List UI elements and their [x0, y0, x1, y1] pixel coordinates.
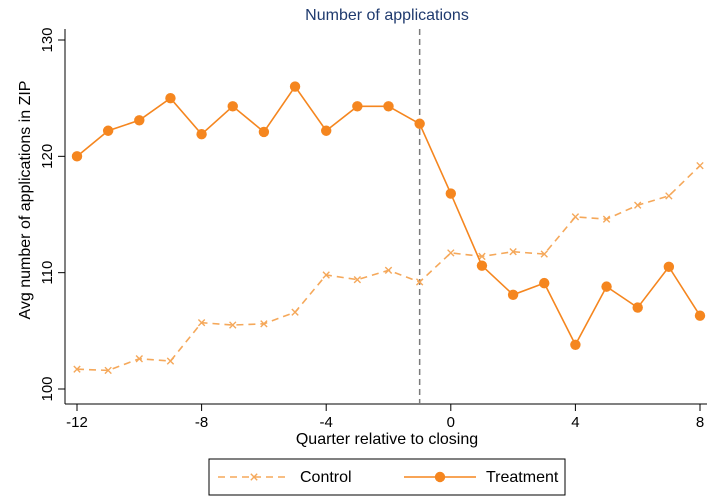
data-point [663, 261, 675, 273]
data-point [165, 92, 176, 104]
x-tick-label: -4 [320, 414, 333, 431]
data-point [632, 302, 643, 313]
data-point [540, 250, 548, 258]
data-point [447, 249, 455, 257]
x-axis-ticks: -12 -8 -4 0 4 8 [66, 404, 704, 431]
data-point [415, 278, 424, 286]
data-point [694, 310, 706, 321]
chart-title: Number of applications [305, 7, 469, 24]
y-tick-label: 130 [39, 27, 56, 52]
data-point [696, 161, 704, 170]
series-line [76, 85, 701, 347]
legend-swatch [404, 471, 476, 483]
legend: Control Treatment [208, 458, 566, 496]
data-point [478, 252, 486, 261]
data-point [134, 115, 145, 126]
legend-label: Control [300, 469, 352, 486]
data-point [509, 248, 517, 256]
legend-items: Control Treatment [218, 469, 559, 486]
x-tick-label: -8 [195, 414, 208, 431]
x-tick-label: 0 [447, 414, 455, 431]
data-point [353, 275, 362, 284]
data-point [321, 125, 332, 136]
data-point [384, 266, 393, 275]
data-point [352, 101, 363, 112]
data-point [601, 281, 612, 292]
y-tick-label: 100 [39, 376, 56, 401]
y-axis-label: Avg number of applications in ZIP [17, 81, 34, 320]
series-layer [71, 81, 706, 375]
series-line [76, 165, 701, 372]
data-point [476, 260, 488, 271]
data-point [73, 365, 81, 373]
data-point [197, 318, 206, 327]
data-point [260, 320, 268, 328]
x-tick-label: -12 [66, 414, 88, 431]
data-point [196, 129, 207, 140]
data-point [570, 339, 581, 350]
data-point [71, 151, 83, 162]
data-point [291, 308, 299, 316]
y-tick-label: 110 [39, 261, 56, 285]
x-axis-label: Quarter relative to closing [296, 431, 478, 448]
data-point [258, 126, 270, 138]
data-point [602, 215, 611, 223]
data-point [665, 192, 673, 200]
data-point [166, 357, 175, 365]
data-point [289, 81, 301, 92]
legend-label: Treatment [486, 469, 559, 486]
data-point [571, 213, 580, 221]
legend-swatch [218, 473, 290, 481]
series-1 [71, 81, 706, 350]
data-point [229, 321, 237, 329]
series-0 [73, 161, 704, 375]
data-point [414, 118, 425, 129]
data-point [104, 366, 112, 375]
x-tick-label: 4 [571, 414, 579, 431]
y-tick-label: 120 [39, 144, 56, 169]
data-point [539, 277, 550, 289]
data-point [135, 355, 143, 363]
data-point [322, 271, 330, 279]
data-point [507, 289, 519, 300]
data-point [227, 101, 238, 112]
x-tick-label: 8 [696, 414, 704, 431]
data-point [102, 125, 114, 136]
data-point [383, 101, 394, 112]
y-axis-ticks: 100 110 120 130 [39, 27, 65, 402]
data-point [634, 201, 642, 209]
data-point [445, 188, 456, 199]
